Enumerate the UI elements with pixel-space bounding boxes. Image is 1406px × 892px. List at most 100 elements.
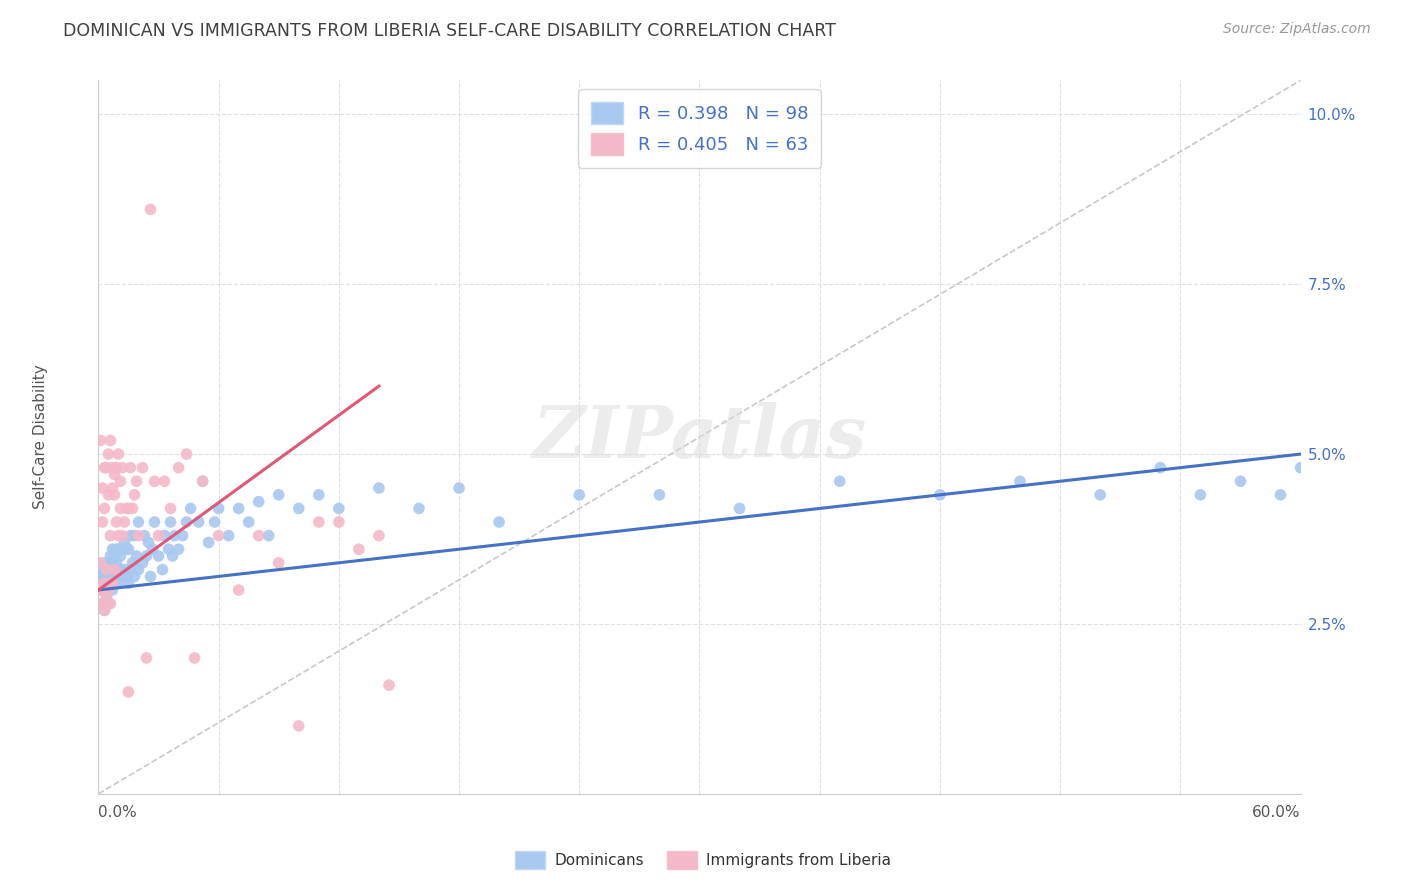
Point	[114, 563, 136, 577]
Point	[163, 528, 186, 542]
Point	[97, 582, 120, 597]
Point	[97, 569, 120, 583]
Point	[110, 563, 132, 577]
Point	[96, 563, 118, 577]
Point	[368, 481, 391, 495]
Point	[101, 569, 124, 583]
Point	[89, 582, 111, 597]
Point	[157, 542, 180, 557]
Point	[103, 467, 125, 482]
Point	[124, 488, 146, 502]
Point	[176, 515, 198, 529]
Point	[107, 528, 129, 542]
Point	[101, 576, 124, 591]
Point	[101, 582, 124, 597]
Point	[152, 563, 174, 577]
Point	[91, 481, 114, 495]
Point	[105, 515, 128, 529]
Point	[125, 549, 148, 563]
Point	[267, 556, 290, 570]
Point	[128, 563, 150, 577]
Point	[96, 460, 118, 475]
Point	[568, 488, 591, 502]
Point	[153, 528, 176, 542]
Point	[124, 569, 146, 583]
Point	[93, 460, 115, 475]
Point	[100, 434, 122, 448]
Point	[105, 556, 128, 570]
Point	[100, 563, 122, 577]
Point	[89, 434, 111, 448]
Point	[929, 488, 952, 502]
Point	[247, 494, 270, 508]
Point	[267, 488, 290, 502]
Point	[100, 597, 122, 611]
Point	[328, 515, 350, 529]
Point	[167, 460, 190, 475]
Point	[378, 678, 401, 692]
Point	[1270, 488, 1292, 502]
Point	[96, 590, 118, 604]
Point	[191, 475, 214, 489]
Point	[134, 528, 156, 542]
Point	[288, 719, 311, 733]
Point	[117, 576, 139, 591]
Point	[648, 488, 671, 502]
Point	[408, 501, 430, 516]
Point	[105, 460, 128, 475]
Point	[91, 576, 114, 591]
Point	[159, 515, 181, 529]
Point	[238, 515, 260, 529]
Point	[115, 501, 138, 516]
Point	[204, 515, 226, 529]
Point	[1189, 488, 1212, 502]
Point	[120, 460, 142, 475]
Point	[1088, 488, 1111, 502]
Point	[172, 528, 194, 542]
Point	[124, 528, 146, 542]
Point	[117, 542, 139, 557]
Point	[488, 515, 510, 529]
Point	[105, 542, 128, 557]
Point	[148, 528, 170, 542]
Point	[167, 542, 190, 557]
Legend: R = 0.398   N = 98, R = 0.405   N = 63: R = 0.398 N = 98, R = 0.405 N = 63	[578, 89, 821, 168]
Point	[101, 460, 124, 475]
Point	[153, 475, 176, 489]
Point	[120, 528, 142, 542]
Point	[1229, 475, 1251, 489]
Point	[1149, 460, 1171, 475]
Point	[103, 549, 125, 563]
Point	[96, 563, 118, 577]
Point	[347, 542, 370, 557]
Point	[208, 501, 231, 516]
Point	[228, 501, 250, 516]
Point	[97, 488, 120, 502]
Point	[103, 488, 125, 502]
Point	[93, 501, 115, 516]
Point	[115, 569, 138, 583]
Point	[368, 528, 391, 542]
Text: DOMINICAN VS IMMIGRANTS FROM LIBERIA SELF-CARE DISABILITY CORRELATION CHART: DOMINICAN VS IMMIGRANTS FROM LIBERIA SEL…	[63, 22, 837, 40]
Point	[187, 515, 209, 529]
Point	[308, 488, 330, 502]
Point	[96, 576, 118, 591]
Point	[93, 576, 115, 591]
Point	[1289, 460, 1312, 475]
Point	[115, 542, 138, 557]
Point	[828, 475, 851, 489]
Point	[257, 528, 280, 542]
Point	[103, 563, 125, 577]
Point	[162, 549, 184, 563]
Point	[308, 515, 330, 529]
Point	[180, 501, 202, 516]
Point	[107, 447, 129, 461]
Point	[91, 563, 114, 577]
Text: ZIPatlas: ZIPatlas	[533, 401, 866, 473]
Point	[107, 563, 129, 577]
Point	[114, 535, 136, 549]
Point	[93, 582, 115, 597]
Point	[120, 563, 142, 577]
Point	[89, 582, 111, 597]
Point	[141, 542, 163, 557]
